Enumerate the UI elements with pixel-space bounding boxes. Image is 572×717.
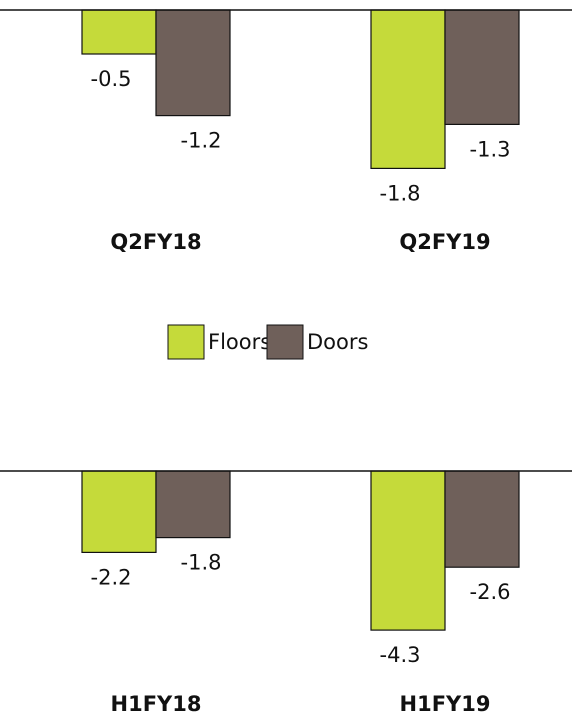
legend-label: Doors — [307, 330, 368, 354]
data-label: -2.6 — [470, 580, 511, 604]
legend-swatch — [266, 324, 304, 360]
legend-label: Floors — [208, 330, 271, 354]
bar — [81, 470, 157, 554]
bar — [155, 9, 231, 117]
data-label: -1.2 — [181, 129, 222, 153]
bar — [370, 9, 446, 169]
bar — [444, 9, 520, 126]
category-label: Q2FY18 — [110, 230, 201, 254]
data-label: -0.5 — [91, 67, 132, 91]
bar — [81, 9, 157, 55]
category-label: H1FY19 — [400, 692, 491, 716]
bar — [370, 470, 446, 631]
bar — [444, 470, 520, 568]
category-label: H1FY18 — [111, 692, 202, 716]
category-label: Q2FY19 — [399, 230, 490, 254]
data-label: -1.8 — [181, 551, 222, 575]
bar — [155, 470, 231, 539]
legend-swatch — [167, 324, 205, 360]
data-label: -1.8 — [380, 181, 421, 205]
data-label: -1.3 — [470, 137, 511, 161]
data-label: -4.3 — [380, 643, 421, 667]
data-label: -2.2 — [91, 565, 132, 589]
